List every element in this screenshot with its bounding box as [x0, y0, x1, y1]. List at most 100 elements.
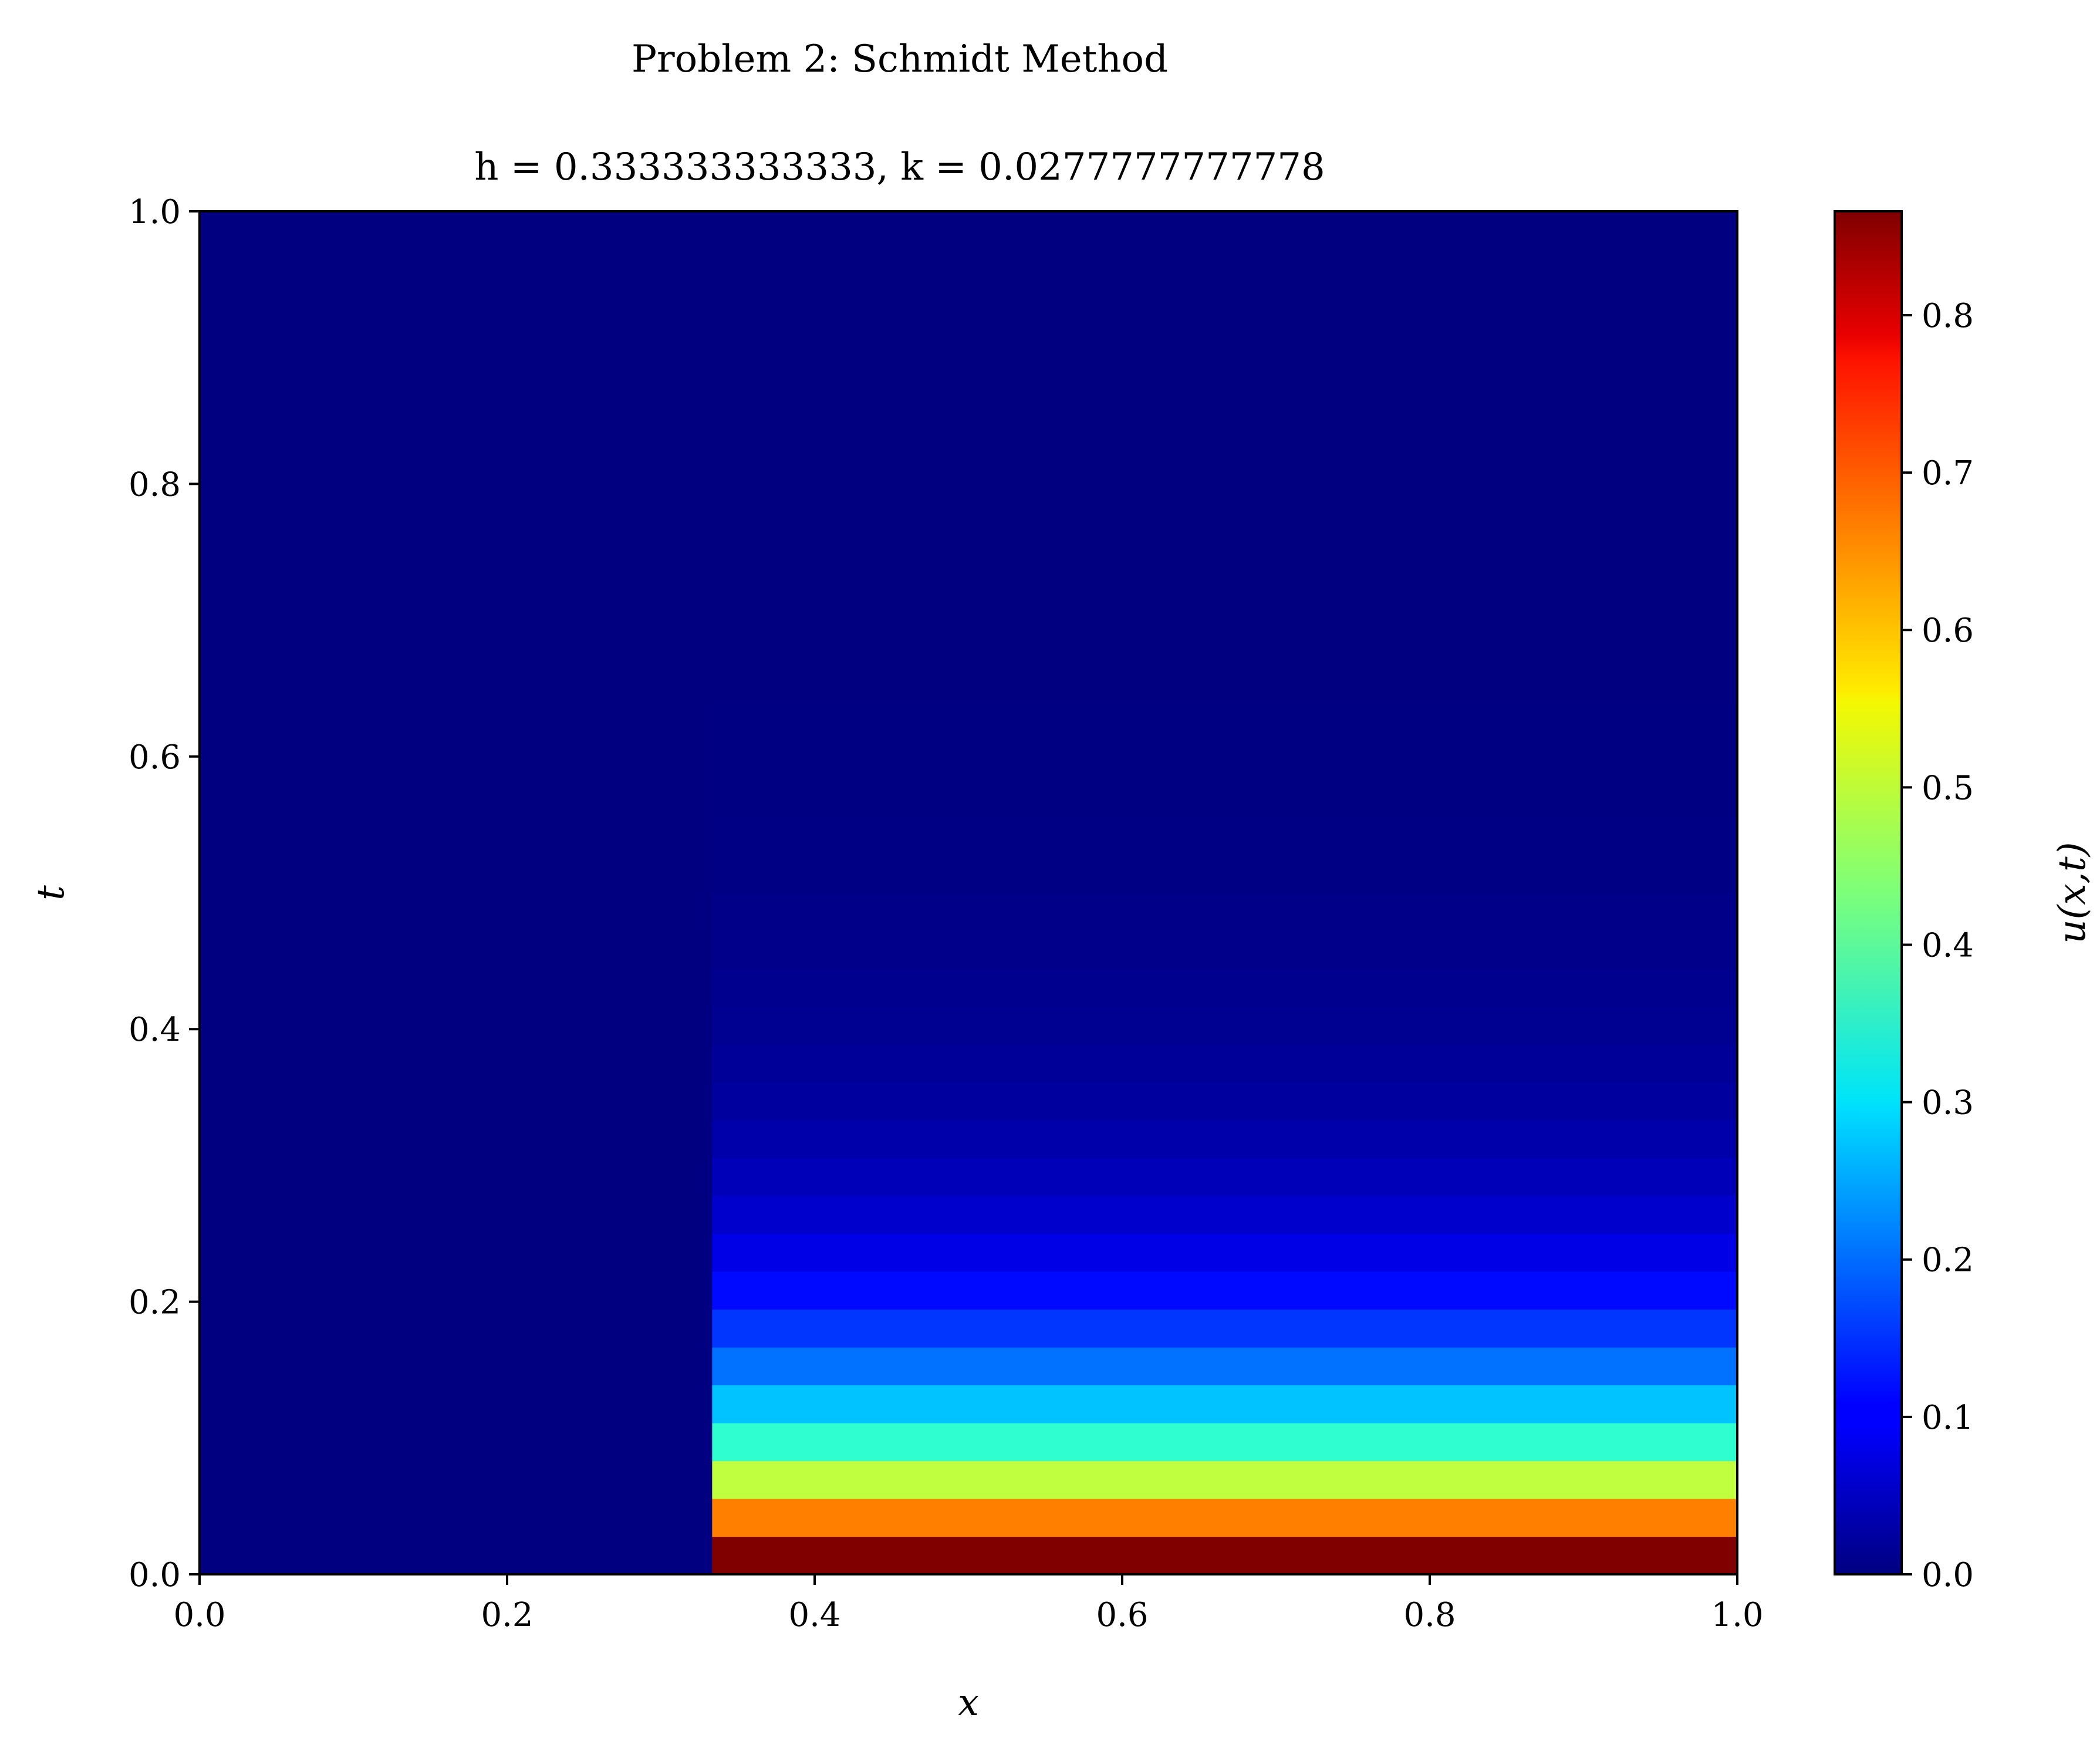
colorbar-tick-label: 0.1 [1922, 1399, 1974, 1437]
heatmap-cell [200, 1499, 713, 1537]
heatmap-cell [712, 893, 1737, 932]
heatmap-cell [200, 1385, 713, 1423]
heatmap-cell [712, 476, 1737, 515]
heatmap-cell [712, 1309, 1737, 1348]
heatmap-cell [200, 211, 713, 250]
heatmap-cell [712, 1347, 1737, 1386]
heatmap-cell [200, 817, 713, 856]
heatmap-cell [712, 930, 1737, 969]
x-tick-label: 0.2 [481, 1596, 533, 1634]
heatmap-cell [712, 1006, 1737, 1045]
colorbar-tick-label: 0.2 [1922, 1241, 1974, 1280]
heatmap-cell [712, 1120, 1737, 1159]
heatmap-cell [712, 590, 1737, 629]
heatmap-cell [712, 400, 1737, 439]
heatmap-cell [200, 969, 713, 1007]
heatmap-cell [200, 476, 713, 515]
x-tick-label: 0.6 [1096, 1596, 1148, 1634]
heatmap-cell [712, 1385, 1737, 1423]
plot-frame [198, 210, 1738, 1575]
heatmap-cell [712, 514, 1737, 553]
x-tick-label: 0.4 [788, 1596, 840, 1634]
heatmap-cell [200, 627, 713, 666]
heatmap-cell [200, 514, 713, 553]
heatmap-cell [712, 627, 1737, 666]
heatmap-cell [200, 893, 713, 932]
y-axis-label: t [29, 885, 73, 900]
heatmap-cell [200, 1536, 713, 1575]
heatmap-cell [200, 1423, 713, 1462]
heatmap-cell [712, 552, 1737, 591]
heatmap-cell [200, 552, 713, 591]
y-tick-label: 0.4 [129, 1011, 181, 1049]
colorbar-tick-label: 0.0 [1922, 1556, 1974, 1594]
heatmap-cell [200, 779, 713, 818]
heatmap-cell [200, 1309, 713, 1348]
colorbar-axis: 0.0 0.1 0.2 0.3 0.4 0.5 0.6 0.7 0.8 [1902, 297, 1974, 1594]
heatmap-cell [200, 930, 713, 969]
heatmap-cell [712, 1233, 1737, 1272]
y-tick-label: 1.0 [129, 193, 181, 231]
heatmap-cell [712, 1044, 1737, 1083]
heatmap-cell [712, 1460, 1737, 1499]
heatmap-cell [200, 1044, 713, 1083]
heatmap-cell [200, 400, 713, 439]
chart-suptitle: Problem 2: Schmidt Method [632, 38, 1168, 81]
heatmap-cell [712, 1536, 1737, 1575]
y-tick-label: 0.6 [129, 738, 181, 777]
colorbar-tick-label: 0.3 [1922, 1084, 1974, 1122]
heatmap-cell [712, 817, 1737, 856]
plot-area [200, 211, 1737, 1575]
heatmap-cell [200, 1120, 713, 1159]
heatmap-cell [712, 438, 1737, 477]
heatmap-cell [712, 1499, 1737, 1537]
heatmap-cell [200, 1082, 713, 1121]
colorbar-tick-label: 0.7 [1922, 454, 1974, 492]
heatmap-cell [712, 1271, 1737, 1310]
heatmap-cell [200, 1006, 713, 1045]
heatmap-cell [200, 1158, 713, 1196]
colorbar-tick-label: 0.4 [1922, 926, 1974, 964]
heatmap-cell [712, 969, 1737, 1007]
heatmap-cell [200, 1271, 713, 1310]
heatmap-cell [712, 1158, 1737, 1196]
y-tick-label: 0.2 [129, 1284, 181, 1322]
heatmap-cell [712, 1196, 1737, 1234]
x-tick-label: 1.0 [1711, 1596, 1763, 1634]
heatmap-cell [712, 325, 1737, 363]
heatmap-cell [712, 287, 1737, 326]
heatmap-cell [200, 1233, 713, 1272]
colorbar-tick-label: 0.6 [1922, 612, 1974, 650]
x-axis-label: x [958, 1681, 979, 1725]
heatmap-cell [712, 363, 1737, 402]
colorbar-tick-label: 0.5 [1922, 769, 1974, 807]
heatmap-cell [200, 1347, 713, 1386]
heatmap-cell [200, 325, 713, 363]
colorbar-tick-label: 0.8 [1922, 297, 1974, 335]
heatmap-cell [712, 779, 1737, 818]
y-tick-label: 0.0 [129, 1556, 181, 1594]
heatmap-cell [200, 1460, 713, 1499]
heatmap-cell [200, 287, 713, 326]
heatmap-cell [200, 363, 713, 402]
heatmap-cell [200, 666, 713, 704]
heatmap-cell [200, 703, 713, 742]
heatmap-cell [200, 855, 713, 893]
heatmap-cell [712, 741, 1737, 780]
heatmap-cell [712, 211, 1737, 250]
colorbar-label: u(x,t) [2051, 842, 2094, 943]
heatmap-cell [200, 1196, 713, 1234]
chart-title: h = 0.333333333333, k = 0.0277777777778 [474, 146, 1325, 189]
y-tick-label: 0.8 [129, 465, 181, 504]
heatmap-cell [712, 666, 1737, 704]
x-axis: 0.0 0.2 0.4 0.6 0.8 1.0 [173, 1574, 1764, 1634]
heatmap-cell [712, 249, 1737, 288]
heatmap-cell [712, 1423, 1737, 1462]
x-tick-label: 0.8 [1403, 1596, 1456, 1634]
heatmap-cell [200, 438, 713, 477]
y-axis: 0.0 0.2 0.4 0.6 0.8 1.0 [129, 193, 200, 1594]
x-tick-label: 0.0 [173, 1596, 225, 1634]
colorbar [1834, 210, 1903, 1575]
heatmap-cell [200, 249, 713, 288]
